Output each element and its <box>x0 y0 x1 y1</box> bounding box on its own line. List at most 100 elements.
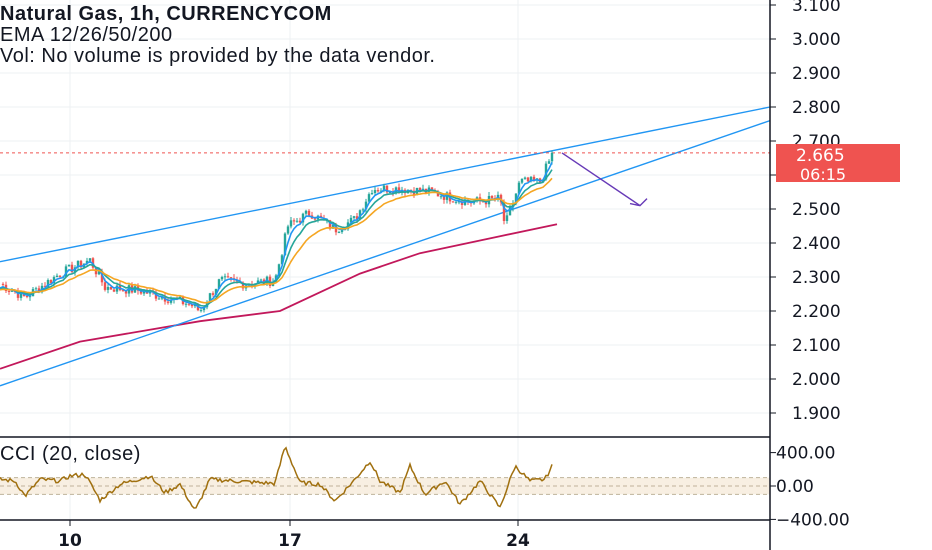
candle-body <box>49 280 53 284</box>
candle-body <box>463 199 467 205</box>
candle-body <box>526 177 530 182</box>
candle-body <box>160 297 164 299</box>
candle-body <box>430 187 434 191</box>
candle-body <box>85 260 89 264</box>
candle-body <box>370 193 374 195</box>
cci-tick-label: 0.00 <box>776 477 814 497</box>
x-tick-label: 10 <box>58 531 82 550</box>
candle-body <box>1 283 5 285</box>
ema12-line <box>0 162 553 309</box>
candle-body <box>88 258 92 261</box>
candle-body <box>367 194 371 202</box>
y-tick-label: 2.800 <box>792 98 841 118</box>
candle-body <box>214 288 218 295</box>
candle-body <box>184 303 188 305</box>
ema-legend: EMA 12/26/50/200 <box>0 24 173 46</box>
candle-body <box>520 178 524 183</box>
candle-body <box>202 307 206 311</box>
candle-body <box>304 210 308 214</box>
candle-body <box>19 291 23 298</box>
candle-body <box>532 176 536 181</box>
candle-body <box>277 264 281 276</box>
candle-body <box>508 207 512 216</box>
y-tick-label: 2.000 <box>792 370 841 390</box>
volume-legend: Vol: No volume is provided by the data v… <box>0 45 435 67</box>
candle-body <box>268 276 272 286</box>
channel-upper-line[interactable] <box>0 106 771 263</box>
countdown-tag-bg <box>776 166 900 182</box>
ema50-line <box>0 177 553 304</box>
candle-body <box>505 215 509 221</box>
candle-body <box>142 290 146 294</box>
forecast-arrow-head <box>629 198 648 207</box>
y-tick-label: 2.500 <box>792 200 841 220</box>
y-tick-label: 2.100 <box>792 336 841 356</box>
candle-body <box>373 190 377 194</box>
candle-body <box>34 288 38 290</box>
candle-body <box>361 209 365 211</box>
candle-body <box>544 163 548 180</box>
candle-body <box>418 187 422 192</box>
candle-body <box>364 201 368 210</box>
candle-body <box>154 292 158 299</box>
y-tick-label: 2.300 <box>792 268 841 288</box>
ema26-line <box>0 169 553 307</box>
candle-body <box>292 220 296 222</box>
x-tick-label: 17 <box>278 531 302 550</box>
candle-body <box>307 210 311 216</box>
candle-body <box>187 303 191 305</box>
candle-body <box>349 217 353 223</box>
candle-body <box>115 285 119 292</box>
cci-tick-label: −400.00 <box>776 510 850 530</box>
candle-body <box>157 298 161 300</box>
y-tick-label: 2.400 <box>792 234 841 254</box>
candle-body <box>550 152 554 162</box>
candle-body <box>97 271 101 275</box>
candle-body <box>229 277 233 279</box>
candle-body <box>28 296 32 298</box>
candle-body <box>100 271 104 283</box>
candle-body <box>241 282 245 289</box>
candle-body <box>523 177 527 179</box>
candle-body <box>124 290 128 294</box>
candle-body <box>286 226 290 234</box>
y-tick-label: 2.200 <box>792 302 841 322</box>
candle-body <box>10 290 14 292</box>
last-price-label: 2.665 <box>796 146 845 166</box>
candle-body <box>451 201 455 203</box>
candle-body <box>490 195 494 199</box>
candle-body <box>280 255 284 265</box>
channel-lower-line[interactable] <box>0 119 771 387</box>
candle-body <box>298 220 302 223</box>
candle-body <box>64 266 68 277</box>
ema200-line <box>0 223 558 370</box>
candle-body <box>211 293 215 295</box>
candle-body <box>76 260 80 268</box>
candle-body <box>331 224 335 229</box>
candle-body <box>352 216 356 218</box>
candle-body <box>259 279 263 281</box>
candle-body <box>358 210 362 220</box>
candle-body <box>70 264 74 273</box>
candle-body <box>109 287 113 290</box>
candle-body <box>514 193 518 204</box>
cci-tick-label: 400.00 <box>776 444 835 464</box>
candle-body <box>193 304 197 307</box>
candle-body <box>121 290 125 292</box>
candle-body <box>289 220 293 227</box>
bar-countdown-label: 06:15 <box>800 165 846 184</box>
candle-body <box>112 289 116 292</box>
price-tag-bg <box>776 144 900 166</box>
candle-body <box>445 192 449 200</box>
candle-body <box>301 213 305 223</box>
candle-body <box>385 185 389 193</box>
candle-body <box>388 192 392 194</box>
forecast-arrow-line[interactable] <box>561 152 641 207</box>
candle-body <box>379 190 383 192</box>
candle-body <box>166 301 170 303</box>
y-tick-label: 2.900 <box>792 64 841 84</box>
candle-body <box>436 191 440 197</box>
candle-body <box>52 277 56 284</box>
